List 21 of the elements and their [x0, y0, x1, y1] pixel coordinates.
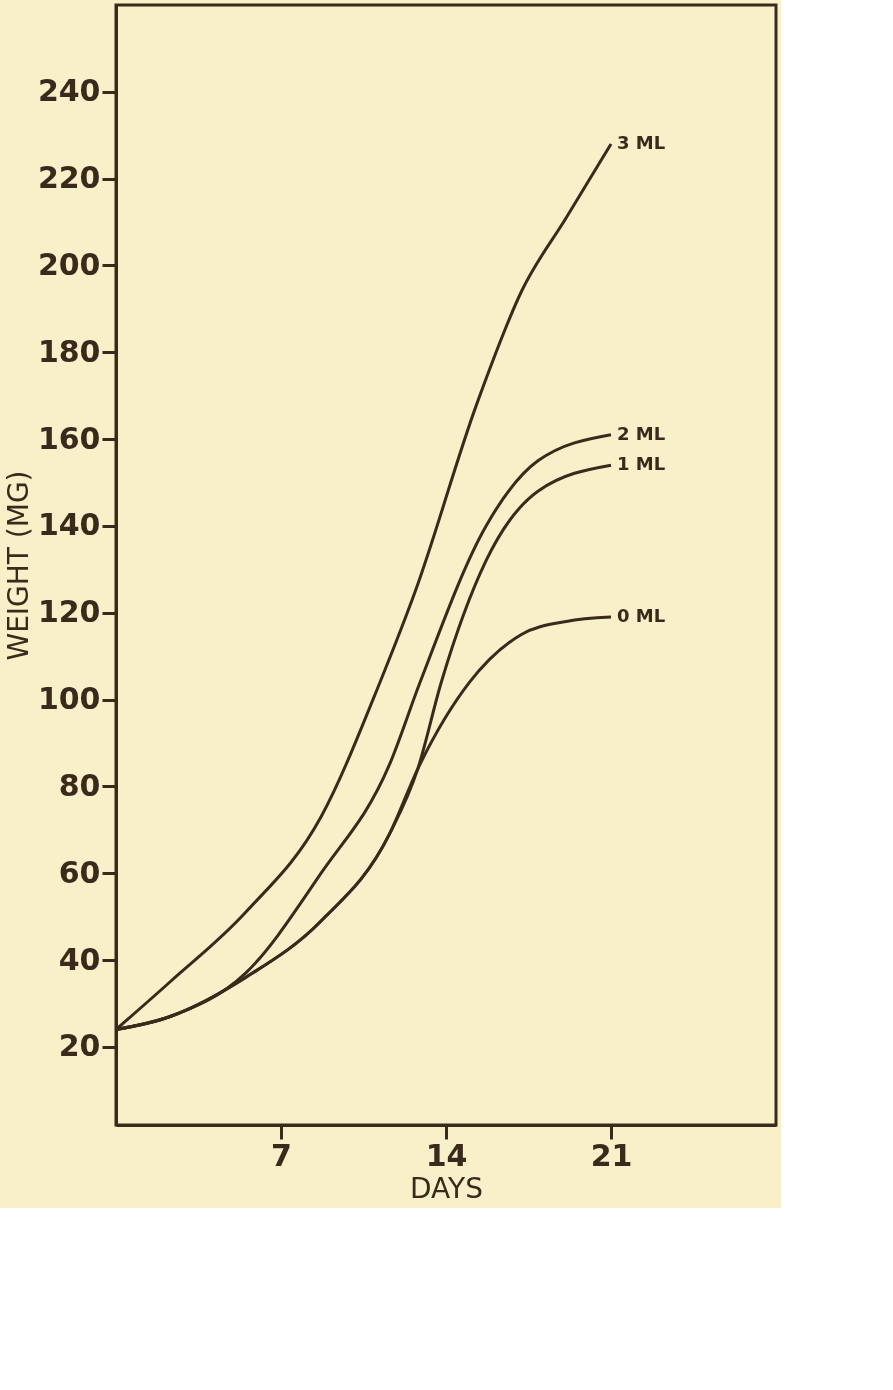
y-tick-label: 120	[37, 594, 101, 630]
series-label: 3 ML	[617, 131, 666, 153]
y-tick-label: 240	[37, 73, 101, 109]
x-axis-title: DAYS	[410, 1171, 483, 1205]
y-tick-label: 20	[58, 1028, 101, 1064]
y-tick-label: 100	[37, 681, 101, 717]
y-tick-label: 180	[37, 333, 101, 369]
x-tick-label: 14	[425, 1137, 468, 1173]
y-tick-label: 160	[37, 420, 101, 456]
series-label: 0 ML	[617, 605, 666, 627]
x-tick-label: 7	[271, 1137, 292, 1173]
y-tick-label: 80	[58, 767, 101, 803]
y-tick-label: 200	[37, 246, 101, 282]
y-tick-label: 40	[58, 941, 101, 977]
y-tick-label: 60	[58, 854, 101, 890]
x-tick-label: 21	[590, 1137, 633, 1173]
y-axis-title: WEIGHT (MG)	[1, 470, 35, 661]
y-tick-label: 220	[37, 160, 101, 196]
y-tick-label: 140	[37, 507, 101, 543]
series-label: 1 ML	[617, 453, 666, 475]
series-label: 2 ML	[617, 422, 666, 444]
